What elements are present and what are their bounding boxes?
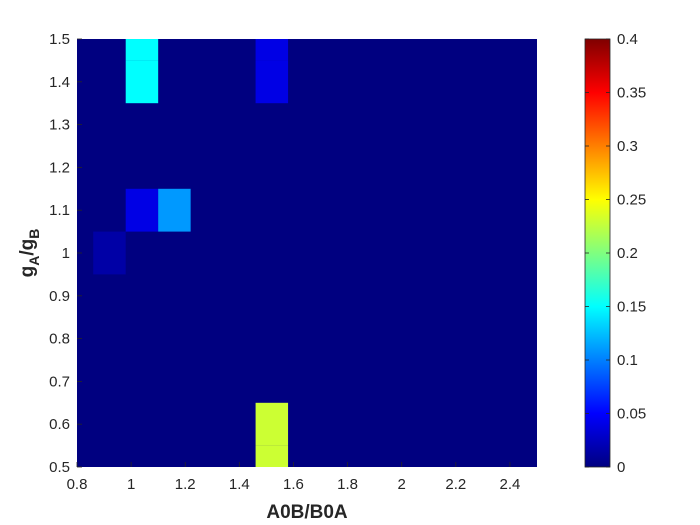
y-label-slash-g: /g	[17, 239, 38, 256]
colorbar-tick-label: 0.05	[617, 406, 646, 423]
plot-background	[77, 39, 537, 467]
y-label-sub-b: B	[26, 229, 42, 239]
x-tick-label: 2	[398, 476, 406, 493]
x-tick-label: 1.6	[283, 476, 304, 493]
heatmap-cell	[125, 60, 159, 104]
colorbar: 0 0.05 0.1 0.15 0.2 0.25 0.3 0.35 0.4	[584, 31, 646, 476]
heatmap-cell	[93, 231, 126, 275]
colorbar-tick-label: 0.4	[617, 31, 638, 48]
colorbar-ticks: 0 0.05 0.1 0.15 0.2 0.25 0.3 0.35 0.4	[585, 31, 646, 476]
colorbar-tick-label: 0.25	[617, 192, 646, 209]
y-axis: 0.5 0.6 0.7 0.8 0.9 1 1.1 1.2 1.3 1.4 1.5	[49, 31, 82, 476]
heatmap-cells	[93, 39, 289, 467]
x-tick-label: 0.8	[67, 476, 88, 493]
heatmap-cell	[255, 445, 289, 467]
x-tick-label: 1	[127, 476, 135, 493]
heatmap-cell	[125, 188, 159, 232]
heatmap-plot-area	[77, 39, 537, 467]
colorbar-tick-label: 0.15	[617, 299, 646, 316]
heatmap-cell	[125, 39, 159, 61]
x-tick-label: 1.4	[229, 476, 250, 493]
y-label-g: g	[17, 266, 38, 278]
colorbar-tick-label: 0.3	[617, 138, 638, 155]
y-tick-label: 0.7	[49, 373, 70, 390]
y-tick-label: 1.5	[49, 31, 70, 48]
heatmap-cell	[158, 188, 191, 232]
y-tick-label: 0.8	[49, 331, 70, 348]
y-label-sub-a: A	[26, 256, 42, 266]
x-tick-label: 1.2	[175, 476, 196, 493]
x-tick-label: 1.8	[337, 476, 358, 493]
y-tick-label: 1.3	[49, 117, 70, 134]
heatmap-cell	[255, 39, 289, 61]
y-tick-label: 0.6	[49, 416, 70, 433]
x-axis-label: A0B/B0A	[266, 502, 348, 523]
heatmap-cell	[255, 60, 289, 104]
colorbar-gradient	[584, 38, 611, 468]
x-tick-label: 2.4	[500, 476, 521, 493]
y-axis-label: gA/gB	[17, 229, 42, 278]
colorbar-tick-label: 0.1	[617, 352, 638, 369]
x-axis: 0.8 1 1.2 1.4 1.6 1.8 2 2.2 2.4	[67, 462, 521, 493]
y-tick-label: 1.2	[49, 159, 70, 176]
colorbar-tick-label: 0.35	[617, 85, 646, 102]
y-tick-label: 1	[62, 245, 70, 262]
colorbar-tick-label: 0.2	[617, 245, 638, 262]
y-tick-label: 1.4	[49, 74, 70, 91]
y-tick-label: 0.9	[49, 288, 70, 305]
x-tick-label: 2.2	[445, 476, 466, 493]
heatmap-cell	[255, 402, 289, 446]
colorbar-tick-label: 0	[617, 459, 625, 476]
y-tick-label: 0.5	[49, 459, 70, 476]
y-tick-label: 1.1	[49, 202, 70, 219]
